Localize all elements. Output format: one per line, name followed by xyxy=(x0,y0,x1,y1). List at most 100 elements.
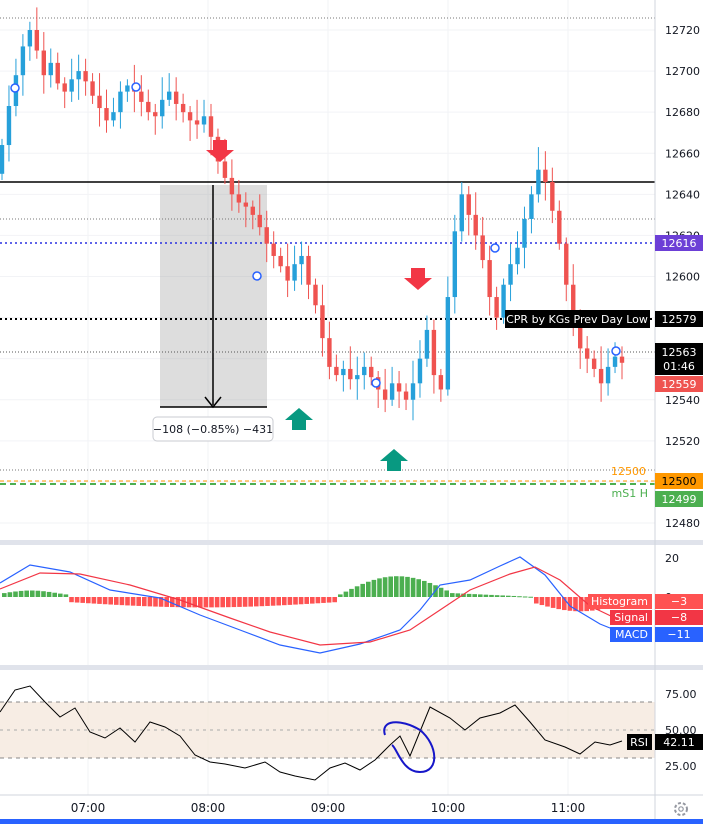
macd-histogram-bar xyxy=(242,597,248,607)
macd-histogram-bar xyxy=(209,597,214,608)
green-price-tag: 12499 xyxy=(662,493,697,506)
candle xyxy=(160,77,165,129)
macd-histogram-bar xyxy=(181,597,186,608)
candles[interactable] xyxy=(0,7,625,421)
pane-separator[interactable] xyxy=(0,665,703,670)
candle xyxy=(194,99,200,139)
macd-histogram-bar xyxy=(366,581,371,597)
candle xyxy=(292,245,297,291)
macd-histogram-bar xyxy=(282,597,287,606)
candle xyxy=(76,54,81,100)
macd-histogram-bar xyxy=(170,597,175,608)
candle xyxy=(111,97,116,127)
candle xyxy=(208,103,214,156)
settings-gear-icon[interactable] xyxy=(674,802,688,816)
time-scale[interactable]: 07:00 08:00 09:00 10:00 11:00 xyxy=(71,801,586,815)
marker-circle xyxy=(490,243,500,253)
macd-histogram-bar xyxy=(69,597,74,603)
macd-histogram-bar xyxy=(147,597,153,607)
macd-histogram-bar xyxy=(214,597,220,608)
macd-histogram-bar xyxy=(371,579,377,597)
hand-drawn-annotation[interactable] xyxy=(383,721,436,774)
candle xyxy=(327,321,332,380)
macd-histogram-bar xyxy=(427,582,433,597)
macd-histogram-bar xyxy=(58,593,63,597)
macd-histogram-bar xyxy=(455,593,461,597)
candle xyxy=(369,356,374,386)
macd-indicator[interactable] xyxy=(0,556,617,654)
prev-day-low-tag: 12579 xyxy=(662,313,697,326)
svg-text:Histogram: Histogram xyxy=(591,595,648,608)
macd-histogram-bar xyxy=(500,595,505,597)
svg-text:Signal: Signal xyxy=(614,611,648,624)
rsi-tick-label: 50.00 xyxy=(665,724,697,737)
macd-line xyxy=(0,556,616,654)
rsi-line xyxy=(0,685,623,781)
red-price-tag: 12559 xyxy=(662,378,697,391)
candle xyxy=(306,245,311,300)
macd-histogram-bar xyxy=(573,597,578,612)
macd-histogram-bar xyxy=(198,597,203,608)
candle xyxy=(403,383,409,411)
candle xyxy=(139,75,144,117)
pane-separator[interactable] xyxy=(0,540,703,545)
macd-histogram-bar xyxy=(545,597,550,607)
macd-histogram-bar xyxy=(315,597,321,604)
candle xyxy=(0,138,5,180)
candle xyxy=(236,179,242,213)
macd-histogram-bar xyxy=(24,590,29,597)
macd-histogram-bar xyxy=(326,597,332,603)
macd-histogram-bar xyxy=(41,591,46,597)
countdown-tag: 01:46 xyxy=(663,360,695,373)
macd-histogram-bar xyxy=(343,591,349,597)
current-price-tag: 12563 xyxy=(662,346,697,359)
candle xyxy=(264,210,269,263)
candle xyxy=(173,77,179,121)
macd-histogram-bar xyxy=(556,597,561,610)
macd-histogram-bar xyxy=(80,597,85,603)
macd-histogram-bar xyxy=(136,597,141,606)
time-tick-label: 09:00 xyxy=(311,801,346,815)
macd-histogram-bar xyxy=(354,586,360,597)
candle xyxy=(480,216,485,269)
candle xyxy=(48,48,53,88)
macd-histogram-bar xyxy=(578,597,584,612)
candle xyxy=(271,231,276,269)
macd-histogram-bar xyxy=(310,597,315,604)
macd-histogram-bar xyxy=(248,597,253,607)
macd-histogram-bar xyxy=(534,597,539,604)
svg-text:−108 (−0.85%) −431: −108 (−0.85%) −431 xyxy=(153,423,273,436)
candle xyxy=(6,85,12,162)
candle xyxy=(417,340,423,398)
candle xyxy=(543,151,548,201)
macd-histogram-bar xyxy=(97,597,102,604)
macd-histogram-bar xyxy=(494,595,500,597)
rsi-scale[interactable]: 75.00 50.00 25.00 xyxy=(665,688,697,773)
macd-histogram-bar xyxy=(539,597,545,606)
price-scale[interactable]: 1248012500125201254012560125801260012620… xyxy=(665,24,700,530)
price-tick-label: 12540 xyxy=(665,394,700,407)
macd-histogram-bar xyxy=(472,594,477,597)
price-tags: 12616 12579 12563 01:46 12559 12500 1249… xyxy=(655,235,703,507)
buy-arrow-icon xyxy=(380,449,408,471)
candle xyxy=(334,354,339,382)
candle xyxy=(166,73,172,107)
candle xyxy=(250,200,255,230)
macd-histogram-bar xyxy=(293,597,298,605)
candle xyxy=(529,186,534,234)
macd-histogram-bar xyxy=(450,593,455,597)
candle xyxy=(598,346,604,402)
macd-histogram-bar xyxy=(461,593,466,597)
candle xyxy=(348,346,353,390)
buy-arrow-icon xyxy=(285,408,313,430)
ms1-level-text: mS1 H xyxy=(612,487,648,500)
signal-line xyxy=(0,566,616,646)
macd-histogram-bar xyxy=(517,596,522,598)
macd-histogram-bar xyxy=(237,597,242,607)
candle xyxy=(424,315,430,367)
candle xyxy=(125,79,130,102)
macd-histogram-bar xyxy=(377,578,382,597)
rsi-value-tag: 42.11 xyxy=(655,734,703,750)
candle xyxy=(299,241,304,285)
